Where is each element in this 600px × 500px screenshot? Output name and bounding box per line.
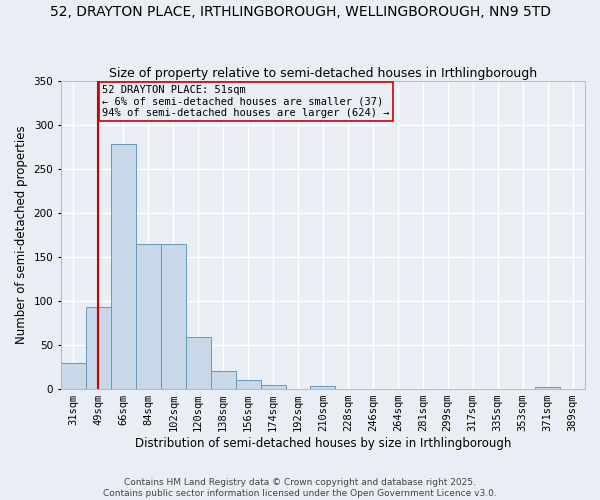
Text: Contains HM Land Registry data © Crown copyright and database right 2025.
Contai: Contains HM Land Registry data © Crown c… bbox=[103, 478, 497, 498]
X-axis label: Distribution of semi-detached houses by size in Irthlingborough: Distribution of semi-detached houses by … bbox=[135, 437, 511, 450]
Y-axis label: Number of semi-detached properties: Number of semi-detached properties bbox=[15, 126, 28, 344]
Bar bbox=[186, 337, 211, 389]
Bar bbox=[61, 362, 86, 389]
Bar bbox=[86, 307, 111, 389]
Bar bbox=[111, 144, 136, 389]
Bar bbox=[211, 370, 236, 389]
Bar bbox=[161, 244, 186, 389]
Title: Size of property relative to semi-detached houses in Irthlingborough: Size of property relative to semi-detach… bbox=[109, 66, 537, 80]
Bar bbox=[535, 388, 560, 389]
Text: 52 DRAYTON PLACE: 51sqm
← 6% of semi-detached houses are smaller (37)
94% of sem: 52 DRAYTON PLACE: 51sqm ← 6% of semi-det… bbox=[102, 85, 389, 118]
Bar bbox=[310, 386, 335, 389]
Bar bbox=[236, 380, 260, 389]
Text: 52, DRAYTON PLACE, IRTHLINGBOROUGH, WELLINGBOROUGH, NN9 5TD: 52, DRAYTON PLACE, IRTHLINGBOROUGH, WELL… bbox=[49, 5, 551, 19]
Bar bbox=[136, 244, 161, 389]
Bar bbox=[260, 384, 286, 389]
